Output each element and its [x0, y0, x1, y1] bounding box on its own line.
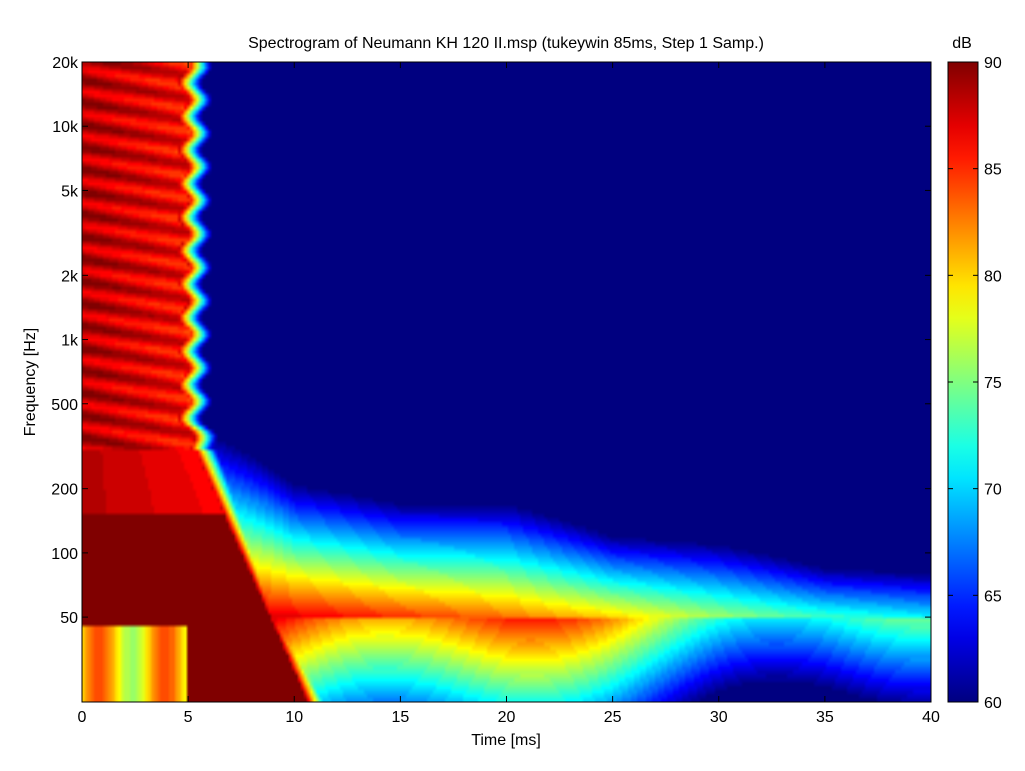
x-tick-label: 30: [710, 709, 728, 726]
y-tick-label: 50: [60, 610, 78, 627]
colorbar-tick-label: 60: [984, 695, 1002, 712]
x-axis-label: Time [ms]: [471, 732, 541, 749]
y-tick-label: 1k: [61, 333, 79, 350]
x-tick-label: 20: [498, 709, 516, 726]
y-axis-label: Frequency [Hz]: [22, 328, 39, 436]
y-tick-label: 500: [51, 397, 78, 414]
x-axis-ticks: 0 5 10 15 20 25 30 35 40: [78, 62, 940, 726]
x-tick-label: 25: [604, 709, 622, 726]
x-tick-label: 15: [391, 709, 409, 726]
y-tick-label: 20k: [52, 55, 79, 72]
colorbar-tick-label: 85: [984, 162, 1002, 179]
colorbar-ticks: 60 65 70 75 80 85 90: [948, 55, 1002, 712]
x-tick-label: 40: [922, 709, 940, 726]
colorbar-label: dB: [952, 35, 972, 52]
y-tick-label: 10k: [52, 119, 79, 136]
y-tick-label: 5k: [61, 183, 79, 200]
y-tick-label: 100: [51, 546, 78, 563]
x-tick-label: 0: [78, 709, 87, 726]
colorbar-tick-label: 90: [984, 55, 1002, 72]
spectrogram-heatmap: [82, 62, 931, 702]
colorbar-tick-label: 75: [984, 375, 1002, 392]
chart-title: Spectrogram of Neumann KH 120 II.msp (tu…: [248, 35, 764, 52]
y-tick-label: 2k: [61, 268, 79, 285]
y-axis-ticks: 50 100 200 500 1k 2k 5k 10k 20k: [51, 55, 931, 627]
colorbar-tick-label: 65: [984, 588, 1002, 605]
y-tick-label: 200: [51, 482, 78, 499]
colorbar-tick-label: 80: [984, 268, 1002, 285]
x-tick-label: 10: [285, 709, 303, 726]
x-tick-label: 5: [184, 709, 193, 726]
x-tick-label: 35: [816, 709, 834, 726]
colorbar-tick-label: 70: [984, 482, 1002, 499]
